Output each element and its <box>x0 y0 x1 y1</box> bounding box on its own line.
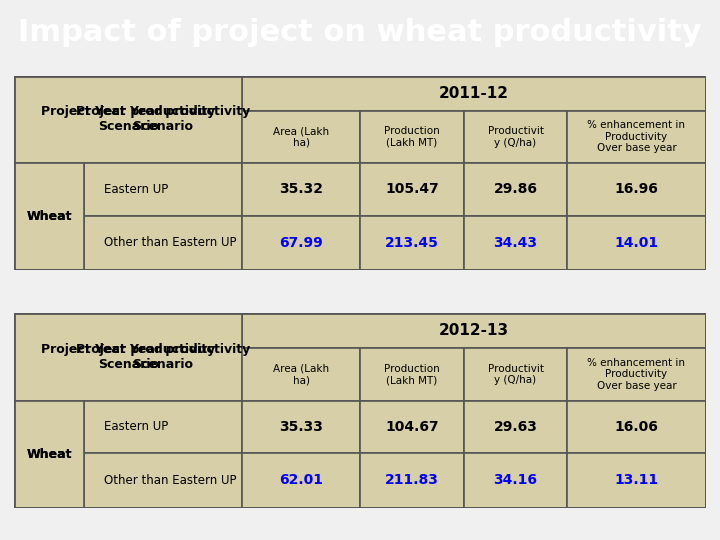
Bar <box>84 313 243 401</box>
Bar <box>243 163 360 215</box>
Text: 2011-12: 2011-12 <box>439 86 509 100</box>
Bar <box>464 453 567 508</box>
Bar <box>567 348 706 401</box>
Text: 34.43: 34.43 <box>493 236 538 250</box>
Bar <box>464 348 567 401</box>
Bar <box>464 111 567 163</box>
Text: 104.67: 104.67 <box>385 420 438 434</box>
Bar <box>243 76 706 111</box>
Text: Eastern UP: Eastern UP <box>104 183 168 196</box>
Text: 13.11: 13.11 <box>614 474 659 488</box>
Text: 213.45: 213.45 <box>385 236 438 250</box>
Bar <box>84 163 243 215</box>
Bar <box>84 215 243 270</box>
Bar <box>360 348 464 401</box>
Bar <box>243 313 706 348</box>
Text: Wheat: Wheat <box>26 448 72 461</box>
Bar <box>464 163 567 215</box>
Text: Wheat: Wheat <box>26 210 72 223</box>
Bar <box>360 215 464 270</box>
Text: Other than Eastern UP: Other than Eastern UP <box>104 237 237 249</box>
Bar <box>84 453 243 508</box>
Bar <box>567 401 706 453</box>
Text: Eastern UP: Eastern UP <box>104 421 168 434</box>
Text: Project Year productivity
Scenario: Project Year productivity Scenario <box>41 105 215 133</box>
Bar <box>84 76 243 163</box>
Text: Wheat: Wheat <box>26 210 72 223</box>
Text: % enhancement in
Productivity
Over base year: % enhancement in Productivity Over base … <box>588 358 685 391</box>
Bar <box>14 401 84 508</box>
Text: 35.32: 35.32 <box>279 183 323 197</box>
Text: Impact of project on wheat productivity: Impact of project on wheat productivity <box>18 18 702 47</box>
Text: 105.47: 105.47 <box>385 183 438 197</box>
Text: 16.96: 16.96 <box>615 183 658 197</box>
Bar <box>567 163 706 215</box>
Bar <box>243 215 360 270</box>
Text: 29.86: 29.86 <box>493 183 538 197</box>
Bar <box>360 401 464 453</box>
Text: 34.16: 34.16 <box>493 474 538 488</box>
Text: Wheat: Wheat <box>26 448 72 461</box>
Bar <box>243 111 360 163</box>
Bar <box>14 399 84 508</box>
Bar <box>14 163 84 270</box>
Bar <box>567 215 706 270</box>
Bar <box>464 215 567 270</box>
Text: Project Year productivity
Scenario: Project Year productivity Scenario <box>41 343 215 371</box>
Bar <box>84 401 243 453</box>
Bar <box>464 401 567 453</box>
Bar <box>360 163 464 215</box>
Text: Area (Lakh
ha): Area (Lakh ha) <box>273 126 329 147</box>
Bar <box>14 76 243 163</box>
Text: Area (Lakh
ha): Area (Lakh ha) <box>273 363 329 385</box>
Text: 2012-13: 2012-13 <box>439 323 509 338</box>
Text: Other than Eastern UP: Other than Eastern UP <box>104 474 237 487</box>
Bar <box>243 401 360 453</box>
Text: 67.99: 67.99 <box>279 236 323 250</box>
Bar <box>360 111 464 163</box>
Text: Productivit
y (Q/ha): Productivit y (Q/ha) <box>487 363 544 385</box>
Bar <box>360 453 464 508</box>
Text: 35.33: 35.33 <box>279 420 323 434</box>
Text: Production
(Lakh MT): Production (Lakh MT) <box>384 363 440 385</box>
Bar <box>14 401 84 508</box>
Text: Project Year productivity
Scenario: Project Year productivity Scenario <box>76 343 250 371</box>
Text: 14.01: 14.01 <box>614 236 659 250</box>
Bar <box>14 161 84 270</box>
Bar <box>243 348 360 401</box>
Text: Productivit
y (Q/ha): Productivit y (Q/ha) <box>487 126 544 147</box>
Text: 211.83: 211.83 <box>385 474 438 488</box>
Bar <box>243 453 360 508</box>
Text: 16.06: 16.06 <box>615 420 658 434</box>
Bar <box>14 313 243 401</box>
Text: Project Year productivity
Scenario: Project Year productivity Scenario <box>76 105 250 133</box>
Text: 29.63: 29.63 <box>494 420 537 434</box>
Bar <box>14 163 84 270</box>
Text: % enhancement in
Productivity
Over base year: % enhancement in Productivity Over base … <box>588 120 685 153</box>
Text: Production
(Lakh MT): Production (Lakh MT) <box>384 126 440 147</box>
Text: 62.01: 62.01 <box>279 474 323 488</box>
Bar <box>567 111 706 163</box>
Bar <box>567 453 706 508</box>
